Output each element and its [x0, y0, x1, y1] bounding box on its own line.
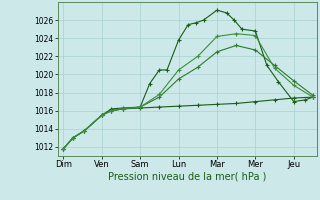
- X-axis label: Pression niveau de la mer( hPa ): Pression niveau de la mer( hPa ): [108, 172, 266, 182]
